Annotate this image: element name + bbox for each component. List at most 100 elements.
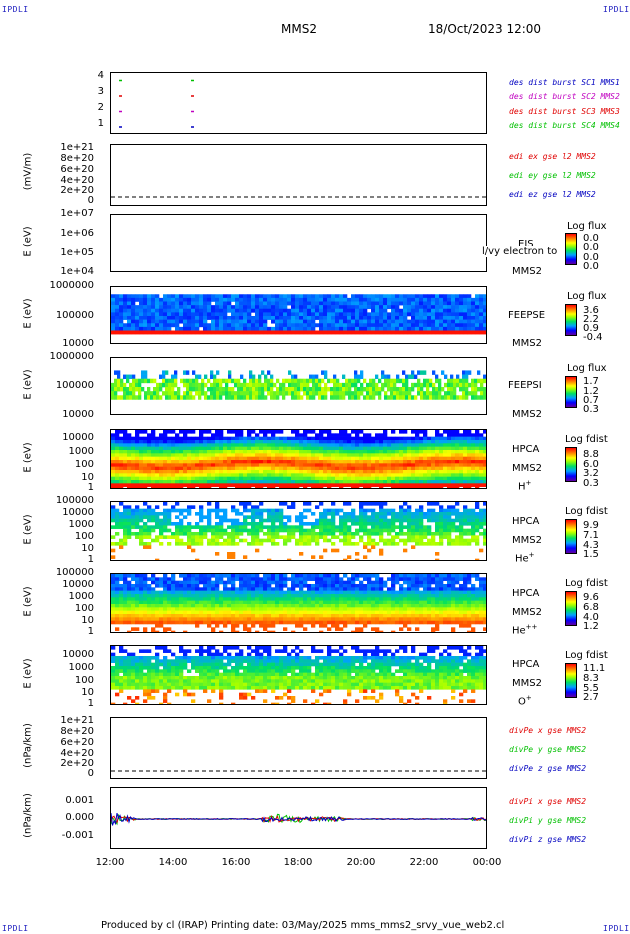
spectrogram-cell [479,297,484,302]
spectrogram-cell [465,374,469,380]
spectrogram-cell [351,391,355,396]
spectrogram-cell [299,466,304,471]
spectrogram-cell [319,326,324,331]
spectrogram-cell [331,440,336,444]
spectrogram-cell [211,480,216,484]
spectrogram-cell [417,378,421,384]
spectrogram-cell [283,620,288,625]
spectrogram-cell [175,480,180,484]
spectrogram-cell [323,480,328,484]
spectrogram-cell [297,382,301,388]
spectrogram-cell [267,624,272,628]
spectrogram-cell [219,378,223,384]
spectrogram-cell [399,446,404,451]
spectrogram-cell [381,387,385,392]
spectrogram-cell [315,456,320,461]
spectrogram-cell [319,512,324,516]
spectrogram-cell [399,512,404,516]
spectrogram-cell [279,483,284,487]
spectrogram-cell [119,301,124,306]
spectrogram-cell [414,374,418,380]
spectrogram-cell [287,453,292,457]
spectrogram-cell [347,512,352,516]
spectrogram-cell [343,518,348,523]
spectrogram-cell [163,620,168,625]
spectrogram-cell [215,590,220,595]
spectrogram-cell [259,463,264,467]
spectrogram-cell [211,308,216,313]
spectrogram-cell [419,515,424,519]
spectrogram-cell [287,480,292,484]
spectrogram-cell [192,378,196,384]
spectrogram-cell [235,430,240,434]
spectrogram-cell [211,483,216,487]
spectrogram-cell [275,297,280,302]
spectrogram-cell [183,620,188,625]
spectrogram-cell [227,316,232,320]
spectrogram-cell [191,305,196,310]
spectrogram-cell [431,450,436,454]
spectrogram-cell [144,374,148,380]
spectrogram-cell [427,456,432,461]
spectrogram-cell [203,316,208,320]
spectrogram-cell [235,528,240,533]
spectrogram-cell [387,518,392,523]
spectrogram-cell [291,446,296,451]
spectrogram-cell [179,476,184,481]
spectrogram-cell [439,443,444,447]
spectrogram-cell [267,600,272,605]
spectrogram-cell [299,604,304,608]
spectrogram-cell [191,542,196,546]
spectrogram-cell [403,466,408,471]
spectrogram-cell [323,323,328,328]
spectrogram-cell [387,312,392,317]
spectrogram-cell [127,326,132,331]
legend-entry: des dist burst SC3 MMS3 [509,107,620,116]
spectrogram-cell [227,476,232,481]
spectrogram-cell [407,470,412,474]
spectrogram-cell [199,525,204,529]
spectrogram-cell [459,446,464,451]
spectrogram-cell [171,522,176,526]
spectrogram-cell [315,374,319,380]
spectrogram-cell [291,430,296,434]
spectrogram-cell [319,502,324,506]
spectrogram-cell [211,456,216,461]
spectrogram-cell [347,453,352,457]
spectrogram-cell [379,308,384,313]
spectrogram-cell [231,440,236,444]
spectrogram-cell [347,515,352,519]
spectrogram-cell [447,483,452,487]
spectrogram-cell [203,476,208,481]
spectrogram-cell [479,518,484,523]
spectrogram-cell [415,330,420,335]
spectrogram-cell [183,460,188,464]
spectrogram-cell [179,316,184,320]
spectrogram-cell [135,323,140,328]
spectrogram-cell [120,395,124,400]
spectrogram-cell [151,470,156,474]
spectrogram-cell [240,374,244,380]
spectrogram-cell [131,453,136,457]
spectrogram-cell [475,480,480,484]
spectrogram-cell [335,294,340,299]
spectrogram-cell [429,391,433,396]
spectrogram-cell [347,301,352,306]
spectrogram-cell [159,395,163,400]
spectrogram-cell [438,382,442,388]
spectrogram-cell [306,378,310,384]
spectrogram-cell [407,508,412,513]
spectrogram-cell [299,528,304,533]
spectrogram-cell [315,297,320,302]
spectrogram-cell [375,532,380,536]
spectrogram-cell [319,460,324,464]
spectrogram-cell [247,440,252,444]
spectrogram-cell [215,512,220,516]
spectrogram-cell [243,450,248,454]
spectrogram-cell [471,330,476,335]
spectrogram-cell [247,470,252,474]
spectrogram-cell [251,466,256,471]
spectrogram-cell [419,330,424,335]
spectrogram-cell [299,584,304,588]
spectrogram-cell [415,542,420,546]
